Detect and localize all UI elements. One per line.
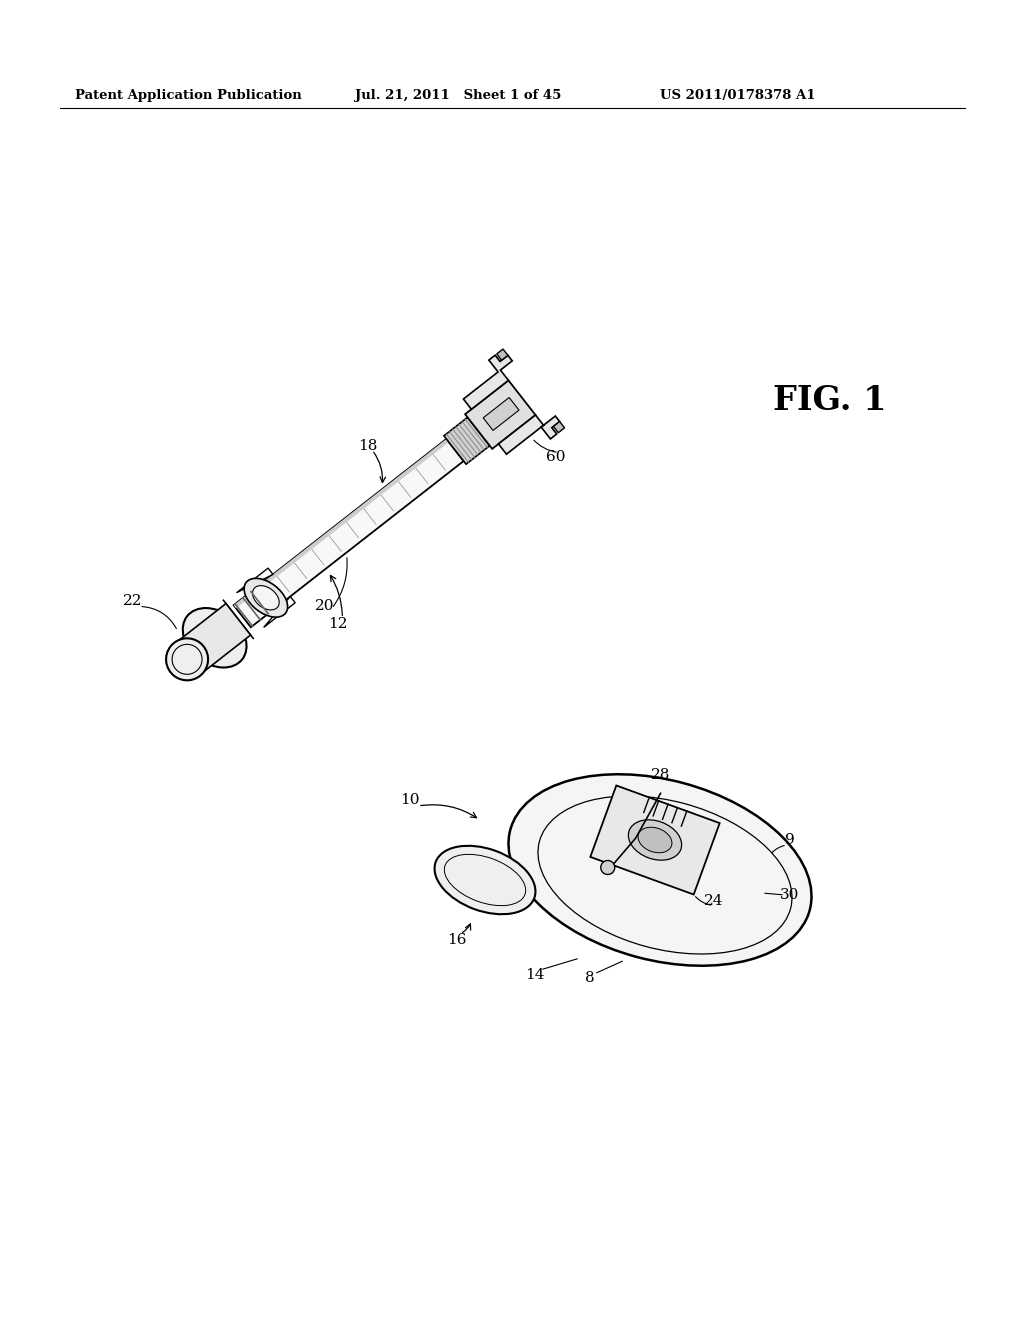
Ellipse shape	[638, 828, 672, 853]
Polygon shape	[444, 417, 489, 465]
Text: Patent Application Publication: Patent Application Publication	[75, 88, 302, 102]
Text: 28: 28	[651, 768, 671, 783]
Text: 9: 9	[785, 833, 795, 847]
Text: 60: 60	[546, 450, 565, 465]
Text: 14: 14	[525, 968, 545, 982]
Polygon shape	[233, 440, 464, 627]
Ellipse shape	[253, 586, 280, 610]
Text: 22: 22	[123, 594, 143, 609]
Polygon shape	[497, 348, 508, 360]
Ellipse shape	[629, 820, 682, 861]
Text: 10: 10	[400, 793, 420, 807]
Polygon shape	[233, 440, 449, 609]
Ellipse shape	[182, 609, 247, 668]
Text: US 2011/0178378 A1: US 2011/0178378 A1	[660, 88, 815, 102]
Text: 24: 24	[703, 894, 723, 908]
Text: 12: 12	[328, 618, 347, 631]
Polygon shape	[590, 785, 720, 895]
Text: 30: 30	[780, 888, 800, 902]
Polygon shape	[499, 414, 560, 454]
Ellipse shape	[166, 639, 208, 680]
Text: 20: 20	[314, 599, 334, 612]
Text: 8: 8	[585, 972, 595, 985]
Polygon shape	[175, 603, 251, 675]
Ellipse shape	[601, 861, 614, 874]
Polygon shape	[553, 421, 564, 433]
Text: 16: 16	[447, 933, 467, 946]
Ellipse shape	[509, 775, 812, 966]
Text: FIG. 1: FIG. 1	[773, 384, 887, 417]
Polygon shape	[464, 355, 512, 409]
Text: 18: 18	[358, 440, 378, 453]
Text: Jul. 21, 2011   Sheet 1 of 45: Jul. 21, 2011 Sheet 1 of 45	[355, 88, 561, 102]
Ellipse shape	[434, 846, 536, 915]
Polygon shape	[483, 397, 519, 430]
Ellipse shape	[244, 578, 288, 618]
Polygon shape	[465, 380, 536, 449]
